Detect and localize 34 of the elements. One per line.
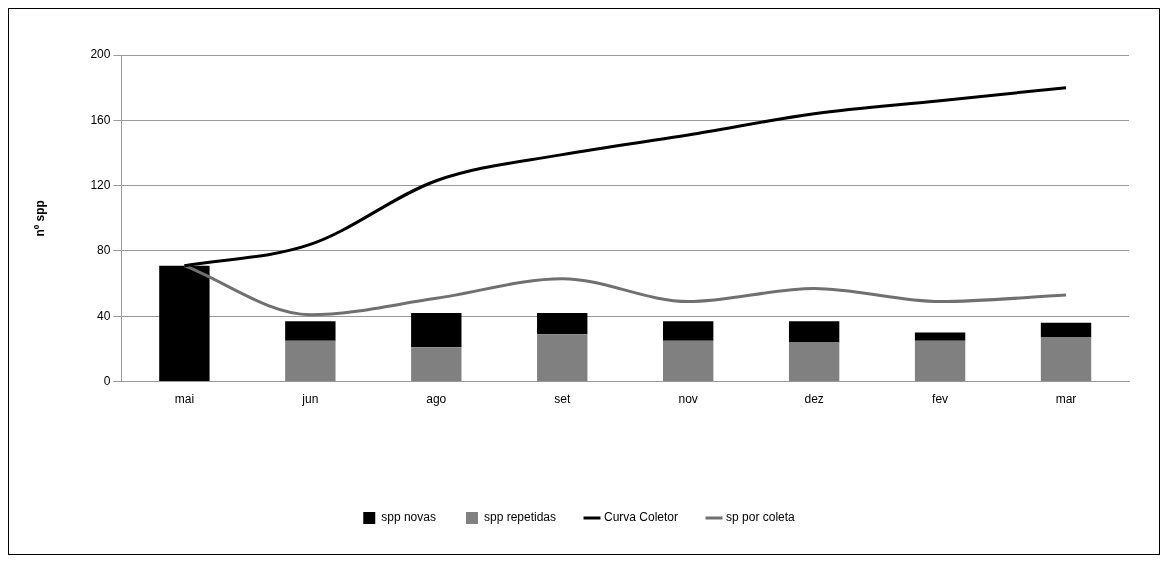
x-tick-label: fev	[932, 392, 949, 407]
legend-label: spp repetidas	[483, 510, 557, 525]
bar	[411, 313, 462, 348]
y-tick-label: 120	[90, 177, 111, 192]
y-tick-label: 40	[97, 308, 111, 323]
bar	[411, 347, 462, 382]
x-tick-label: nov	[678, 392, 698, 407]
y-tick-label: 200	[90, 47, 111, 62]
x-tick-label: mar	[1055, 392, 1077, 407]
bar	[537, 313, 588, 335]
y-tick-label: 0	[103, 373, 111, 388]
y-axis-title: nº spp	[32, 200, 47, 237]
bar	[788, 321, 840, 343]
legend-label: spp novas	[381, 510, 436, 525]
bar	[285, 321, 336, 341]
x-tick-label: jun	[301, 392, 319, 407]
bar	[788, 342, 840, 382]
bar	[1040, 337, 1092, 382]
line-series	[182, 264, 1068, 317]
bar	[914, 340, 966, 382]
x-tick-label: dez	[804, 392, 824, 407]
legend-label: Curva Coletor	[604, 510, 679, 525]
bar	[1040, 322, 1092, 338]
x-tick-label: ago	[426, 392, 447, 407]
bar	[914, 332, 966, 341]
bar	[537, 334, 588, 382]
legend-label: sp por coleta	[726, 510, 796, 525]
x-tick-label: set	[554, 392, 571, 407]
y-tick-label: 80	[97, 243, 111, 258]
bar	[663, 340, 714, 382]
bar	[663, 321, 714, 341]
x-tick-label: mai	[174, 392, 195, 407]
bar	[285, 340, 336, 382]
y-tick-label: 160	[90, 112, 111, 127]
